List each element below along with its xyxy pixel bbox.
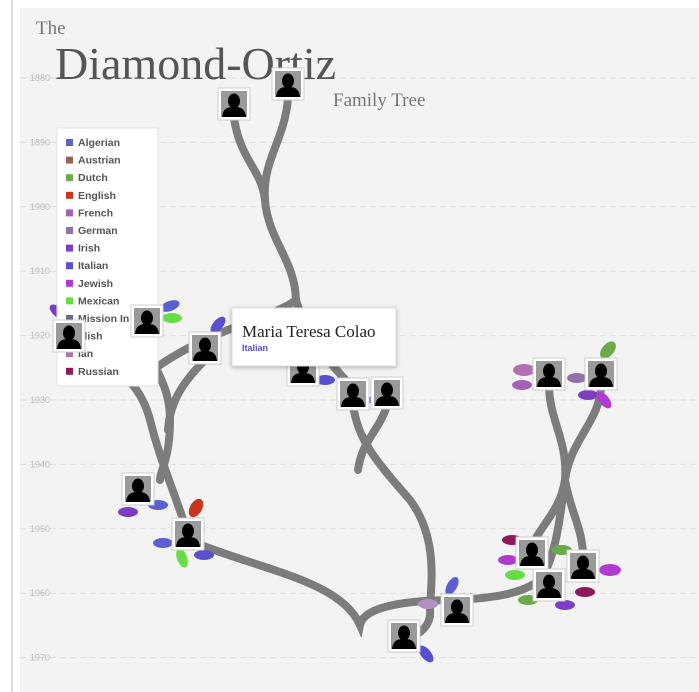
person-photo	[172, 518, 204, 550]
person-photo	[337, 378, 369, 410]
person-photo	[371, 377, 403, 409]
legend-swatch	[66, 368, 73, 375]
year-label: 1940	[30, 459, 50, 469]
year-label: 1950	[30, 524, 50, 534]
person-photo	[567, 550, 599, 582]
person-photo	[533, 358, 565, 390]
legend-swatch	[66, 262, 73, 269]
legend-label: Irish	[78, 243, 100, 255]
legend-label: Mission In	[78, 313, 129, 325]
year-label: 1910	[30, 266, 50, 276]
year-label: 1930	[30, 395, 50, 405]
legend-swatch	[66, 227, 73, 234]
person-photo	[218, 88, 250, 120]
tooltip-name: Maria Teresa Colao	[242, 322, 376, 341]
person-photo	[53, 320, 85, 352]
year-label: 1900	[30, 202, 50, 212]
family-tree: 1880 1890 1900 1910 1920 1930 1940 1950 1960 1970…	[0, 0, 699, 692]
legend-label: Jewish	[78, 278, 113, 290]
legend-label: Dutch	[78, 172, 108, 184]
legend-label: Russian	[78, 366, 119, 378]
legend-swatch	[66, 157, 73, 164]
year-label: 1880	[30, 73, 50, 83]
person-photo	[516, 537, 548, 569]
legend-swatch	[66, 174, 73, 181]
legend-swatch	[66, 139, 73, 146]
year-label: 1970	[30, 653, 50, 663]
legend-swatch	[66, 245, 73, 252]
legend-label: Italian	[78, 260, 108, 272]
year-label: 1920	[30, 331, 50, 341]
person-photo	[122, 473, 154, 505]
tooltip-origin: Italian	[242, 343, 268, 353]
year-label: 1890	[30, 137, 50, 147]
legend-label: Austrian	[78, 155, 121, 167]
person-photo	[272, 68, 304, 100]
person-photo	[441, 594, 473, 626]
page: 1880 1890 1900 1910 1920 1930 1940 1950 1960 1970…	[0, 0, 699, 692]
legend-label: French	[78, 207, 113, 219]
legend-label: German	[78, 225, 118, 237]
title-prefix: The	[36, 18, 66, 39]
legend-swatch	[66, 280, 73, 287]
legend-swatch	[66, 192, 73, 199]
person-photo	[131, 305, 163, 337]
subtitle: Family Tree	[333, 90, 425, 111]
legend-label: English	[78, 190, 116, 202]
legend-swatch	[66, 209, 73, 216]
legend-swatch	[66, 297, 73, 304]
legend-label: Mexican	[78, 295, 119, 307]
person-photo	[585, 358, 617, 390]
legend-label: Algerian	[78, 137, 120, 149]
person-photo	[189, 332, 221, 364]
person-photo	[533, 569, 565, 601]
person-photo	[388, 620, 420, 652]
year-label: 1960	[30, 588, 50, 598]
